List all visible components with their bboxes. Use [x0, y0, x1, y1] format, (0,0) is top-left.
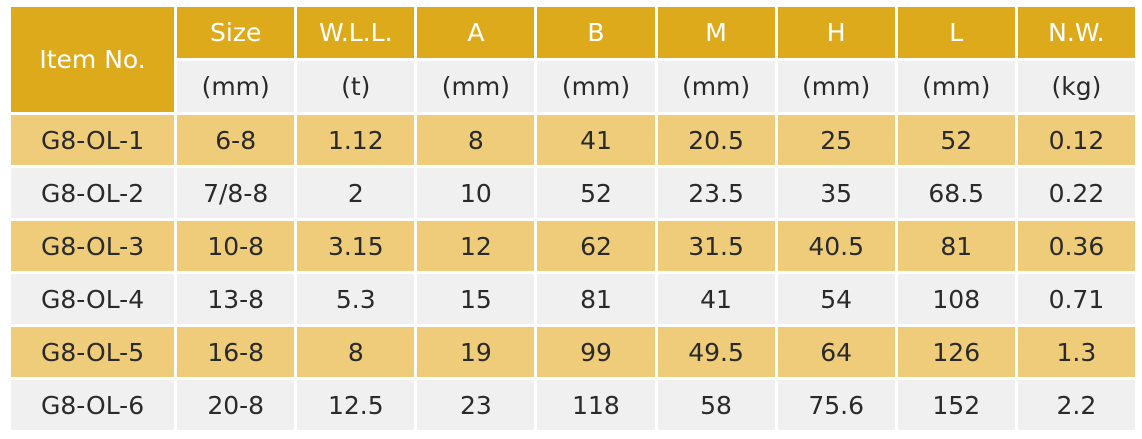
spec-table-container: Item No. Size W.L.L. A B M H L N.W. (mm)…	[8, 4, 1138, 433]
table-cell: 152	[897, 380, 1015, 430]
table-cell: 41	[657, 274, 775, 324]
table-cell: 126	[897, 327, 1015, 377]
table-cell: 8	[297, 327, 415, 377]
table-cell: 41	[537, 115, 655, 165]
table-cell: 8	[417, 115, 535, 165]
table-cell: 10-8	[177, 221, 295, 271]
table-row: G8-OL-4 13-8 5.3 15 81 41 54 108 0.71	[11, 274, 1135, 324]
spec-table: Item No. Size W.L.L. A B M H L N.W. (mm)…	[8, 4, 1138, 433]
col-header-h: H	[777, 7, 895, 58]
table-cell: 1.12	[297, 115, 415, 165]
table-cell: 3.15	[297, 221, 415, 271]
table-cell: 49.5	[657, 327, 775, 377]
col-header-size: Size	[177, 7, 295, 58]
table-cell: 7/8-8	[177, 168, 295, 218]
item-no-header: Item No.	[11, 7, 175, 112]
table-cell: 68.5	[897, 168, 1015, 218]
table-cell: 13-8	[177, 274, 295, 324]
table-cell: 12	[417, 221, 535, 271]
header-row-units: (mm) (t) (mm) (mm) (mm) (mm) (mm) (kg)	[11, 61, 1135, 112]
col-header-a: A	[417, 7, 535, 58]
table-cell: 52	[897, 115, 1015, 165]
table-cell: 23	[417, 380, 535, 430]
table-cell: 58	[657, 380, 775, 430]
unit-size: (mm)	[177, 61, 295, 112]
table-cell: 52	[537, 168, 655, 218]
unit-b: (mm)	[537, 61, 655, 112]
table-cell: 20-8	[177, 380, 295, 430]
table-cell: 16-8	[177, 327, 295, 377]
table-cell: 1.3	[1017, 327, 1135, 377]
table-cell: 23.5	[657, 168, 775, 218]
col-header-nw: N.W.	[1017, 7, 1135, 58]
table-cell: 20.5	[657, 115, 775, 165]
table-cell: 2	[297, 168, 415, 218]
table-cell: 6-8	[177, 115, 295, 165]
table-row: G8-OL-3 10-8 3.15 12 62 31.5 40.5 81 0.3…	[11, 221, 1135, 271]
table-cell: 81	[537, 274, 655, 324]
unit-nw: (kg)	[1017, 61, 1135, 112]
table-cell: 81	[897, 221, 1015, 271]
table-cell: 40.5	[777, 221, 895, 271]
table-cell: 64	[777, 327, 895, 377]
unit-wll: (t)	[297, 61, 415, 112]
item-no-cell: G8-OL-3	[11, 221, 175, 271]
table-cell: 5.3	[297, 274, 415, 324]
table-cell: 62	[537, 221, 655, 271]
header-row-names: Item No. Size W.L.L. A B M H L N.W.	[11, 7, 1135, 112]
col-header-m: M	[657, 7, 775, 58]
table-cell: 12.5	[297, 380, 415, 430]
table-row: G8-OL-6 20-8 12.5 23 118 58 75.6 152 2.2	[11, 380, 1135, 430]
table-cell: 0.71	[1017, 274, 1135, 324]
table-cell: 35	[777, 168, 895, 218]
item-no-cell: G8-OL-2	[11, 168, 175, 218]
table-cell: 2.2	[1017, 380, 1135, 430]
table-cell: 19	[417, 327, 535, 377]
table-cell: 0.22	[1017, 168, 1135, 218]
table-cell: 25	[777, 115, 895, 165]
item-no-cell: G8-OL-5	[11, 327, 175, 377]
table-cell: 54	[777, 274, 895, 324]
table-cell: 99	[537, 327, 655, 377]
col-header-b: B	[537, 7, 655, 58]
table-row: G8-OL-1 6-8 1.12 8 41 20.5 25 52 0.12	[11, 115, 1135, 165]
unit-l: (mm)	[897, 61, 1015, 112]
unit-m: (mm)	[657, 61, 775, 112]
unit-a: (mm)	[417, 61, 535, 112]
table-row: G8-OL-2 7/8-8 2 10 52 23.5 35 68.5 0.22	[11, 168, 1135, 218]
col-header-l: L	[897, 7, 1015, 58]
unit-h: (mm)	[777, 61, 895, 112]
table-cell: 108	[897, 274, 1015, 324]
table-cell: 10	[417, 168, 535, 218]
table-cell: 0.36	[1017, 221, 1135, 271]
item-no-cell: G8-OL-6	[11, 380, 175, 430]
table-cell: 118	[537, 380, 655, 430]
item-no-cell: G8-OL-1	[11, 115, 175, 165]
table-cell: 75.6	[777, 380, 895, 430]
item-no-cell: G8-OL-4	[11, 274, 175, 324]
col-header-wll: W.L.L.	[297, 7, 415, 58]
table-cell: 31.5	[657, 221, 775, 271]
table-cell: 15	[417, 274, 535, 324]
table-cell: 0.12	[1017, 115, 1135, 165]
table-row: G8-OL-5 16-8 8 19 99 49.5 64 126 1.3	[11, 327, 1135, 377]
